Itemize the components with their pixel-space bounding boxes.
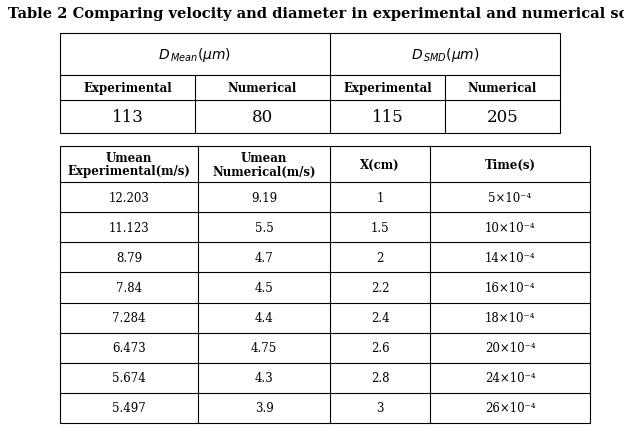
Text: 5×10⁻⁴: 5×10⁻⁴ [489, 191, 532, 204]
Text: 18×10⁻⁴: 18×10⁻⁴ [485, 311, 535, 324]
Text: 11.123: 11.123 [109, 221, 149, 234]
Text: Numerical: Numerical [228, 82, 297, 95]
Bar [60, 34, 560, 134]
Text: 205: 205 [487, 109, 519, 126]
Text: 10×10⁻⁴: 10×10⁻⁴ [485, 221, 535, 234]
Text: Umean: Umean [241, 152, 287, 165]
Text: Experimental: Experimental [83, 82, 172, 95]
Text: Experimental(m/s): Experimental(m/s) [67, 165, 190, 178]
Text: 3.9: 3.9 [255, 402, 273, 414]
Text: 7.84: 7.84 [116, 281, 142, 294]
Text: $D_{\,\mathit{Mean}}(\mu m)$: $D_{\,\mathit{Mean}}(\mu m)$ [158, 46, 232, 64]
Text: 113: 113 [112, 109, 144, 126]
Text: 3: 3 [376, 402, 384, 414]
Text: 20×10⁻⁴: 20×10⁻⁴ [485, 341, 535, 354]
Text: Numerical: Numerical [468, 82, 537, 95]
Text: 2.6: 2.6 [371, 341, 389, 354]
Text: 4.7: 4.7 [255, 251, 273, 264]
Text: 4.75: 4.75 [251, 341, 277, 354]
Text: 2.8: 2.8 [371, 371, 389, 385]
Text: 2.4: 2.4 [371, 311, 389, 324]
Text: 5.5: 5.5 [255, 221, 273, 234]
Text: 6.473: 6.473 [112, 341, 146, 354]
Text: Table 2 Comparing velocity and diameter in experimental and numerical solutions: Table 2 Comparing velocity and diameter … [8, 7, 624, 21]
Text: 1: 1 [376, 191, 384, 204]
Text: 8.79: 8.79 [116, 251, 142, 264]
Text: 7.284: 7.284 [112, 311, 146, 324]
Text: X(cm): X(cm) [360, 158, 400, 171]
Text: 4.3: 4.3 [255, 371, 273, 385]
Text: 2.2: 2.2 [371, 281, 389, 294]
Text: 1.5: 1.5 [371, 221, 389, 234]
Text: 2: 2 [376, 251, 384, 264]
Text: 16×10⁻⁴: 16×10⁻⁴ [485, 281, 535, 294]
Text: $D_{\,\mathit{SMD}}(\mu m)$: $D_{\,\mathit{SMD}}(\mu m)$ [411, 46, 479, 64]
Text: 24×10⁻⁴: 24×10⁻⁴ [485, 371, 535, 385]
Text: 4.5: 4.5 [255, 281, 273, 294]
Text: Time(s): Time(s) [484, 158, 535, 171]
Text: 115: 115 [372, 109, 403, 126]
Text: 5.497: 5.497 [112, 402, 146, 414]
Text: 26×10⁻⁴: 26×10⁻⁴ [485, 402, 535, 414]
Text: Numerical(m/s): Numerical(m/s) [212, 165, 316, 178]
Text: 5.674: 5.674 [112, 371, 146, 385]
Text: 80: 80 [252, 109, 273, 126]
Text: Umean: Umean [106, 152, 152, 165]
Text: 12.203: 12.203 [109, 191, 149, 204]
Text: 4.4: 4.4 [255, 311, 273, 324]
Bar [60, 147, 590, 423]
Text: Experimental: Experimental [343, 82, 432, 95]
Text: 14×10⁻⁴: 14×10⁻⁴ [485, 251, 535, 264]
Text: 9.19: 9.19 [251, 191, 277, 204]
